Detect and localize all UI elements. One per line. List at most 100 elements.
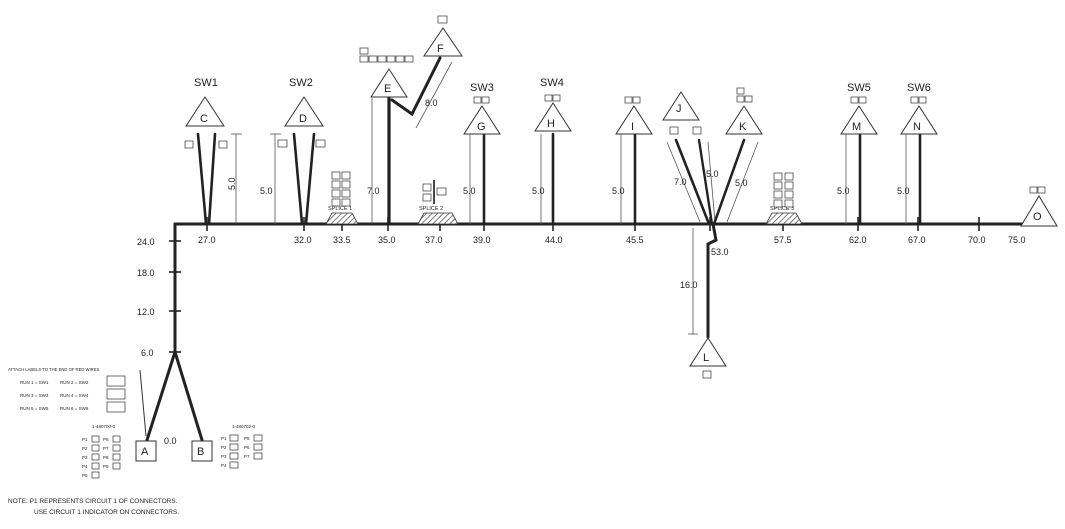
svg-text:P7: P7 (244, 454, 250, 459)
splice-3-pin-table (773, 172, 794, 208)
pin-box (624, 96, 633, 104)
svg-text:P7: P7 (103, 446, 109, 451)
switch-label-sw3: SW3 (470, 82, 494, 94)
branch-length-m: 5.0 (837, 186, 850, 196)
svg-text:RUN 3 = SW3: RUN 3 = SW3 (20, 393, 49, 398)
switch-label-sw5: SW5 (847, 82, 871, 94)
pin-box (473, 96, 482, 104)
branch-d-wire-1 (292, 132, 304, 226)
vpos-label: 24.0 (137, 237, 155, 247)
svg-text:RUN 4 = SW4: RUN 4 = SW4 (60, 393, 89, 398)
pin-box (315, 139, 326, 148)
splice-1-pin-table (331, 171, 351, 207)
splice-3 (765, 212, 803, 225)
connector-b-box (191, 440, 213, 462)
connector-e-pin-table (359, 47, 414, 63)
connector-h-triangle (534, 102, 572, 132)
pin-box (736, 87, 745, 95)
trunk-pos-label: 75.0 (1008, 235, 1026, 245)
trunk-pos-label: 39.0 (473, 235, 491, 245)
pin-table-b: P1 P2 P3 P4 P5 P6 P7 (221, 434, 263, 469)
svg-text:RUN 2 = SW2: RUN 2 = SW2 (60, 380, 89, 385)
switch-label-sw2: SW2 (289, 77, 313, 89)
pin-table-a: P1 P2 P3 P4 P5 P6 P7 P8 P9 (82, 435, 121, 479)
trunk-pos-label: 27.0 (198, 235, 216, 245)
dim-j (666, 141, 701, 223)
part-number-a: 1-480700-0 (92, 424, 116, 429)
pin-box (544, 94, 553, 102)
switch-label-sw1: SW1 (194, 77, 218, 89)
svg-text:P8: P8 (103, 455, 109, 460)
trunk-pos-label: 32.0 (294, 235, 312, 245)
splice-2-label: SPLICE 2 (419, 206, 443, 212)
branch-length-f: 8.0 (425, 98, 438, 108)
splice-2 (417, 212, 459, 225)
connector-a-box (135, 440, 157, 462)
connector-m-label: M (852, 121, 861, 133)
part-number-b: 1-480702-0 (232, 424, 256, 429)
branch-l-wire (706, 222, 718, 339)
dim-k (726, 141, 759, 223)
branch-f-wire (390, 56, 442, 117)
switch-label-sw6: SW6 (907, 82, 931, 94)
splice-3-label: SPLICE 3 (770, 206, 794, 212)
pin-box (702, 370, 712, 379)
connector-a-label: A (141, 446, 149, 458)
pin-box (437, 15, 448, 24)
branch-length-d: 5.0 (260, 186, 273, 196)
run-label-list: RUN 1 = SW1 RUN 2 = SW2 RUN 3 = SW3 RUN … (20, 375, 126, 413)
trunk-pos-label: 57.5 (774, 235, 792, 245)
trunk-pos-label: 62.0 (849, 235, 867, 245)
run-label-title: ATTACH LABELS TO THE END OF RED WIRES (8, 367, 99, 372)
vpos-label: 6.0 (141, 348, 154, 358)
svg-text:P2: P2 (221, 445, 227, 450)
switch-label-sw4: SW4 (540, 77, 564, 89)
connector-i-triangle (615, 105, 653, 135)
branch-length-e: 7.0 (367, 186, 380, 196)
pin-box (910, 96, 919, 104)
svg-text:P1: P1 (221, 436, 227, 441)
connector-j-triangle (662, 91, 700, 121)
connector-m-triangle (840, 105, 878, 135)
trunk-pos-label: 53.0 (711, 247, 729, 257)
connector-f-triangle (423, 27, 463, 57)
note-line-2: USE CIRCUIT 1 INDICATOR ON CONNECTORS. (34, 509, 179, 516)
branch-length-j: 7.0 (674, 177, 687, 187)
connector-d-label: D (299, 113, 307, 125)
svg-text:P3: P3 (221, 454, 227, 459)
connector-f-label: F (437, 43, 444, 55)
svg-text:RUN 6 = SW6: RUN 6 = SW6 (60, 406, 89, 411)
dim-f (415, 61, 453, 129)
trunk-pos-label: 35.0 (378, 235, 396, 245)
pin-box (692, 126, 702, 135)
svg-text:P2: P2 (82, 446, 88, 451)
connector-n-triangle (900, 105, 938, 135)
branch-k-wire (712, 138, 746, 226)
svg-text:RUN 1 = SW1: RUN 1 = SW1 (20, 380, 49, 385)
connector-k-label: K (739, 121, 747, 133)
connector-b-label: B (197, 446, 204, 458)
svg-text:P9: P9 (103, 464, 109, 469)
branch-d-wire-2 (304, 132, 316, 226)
branch-length-l: 16.0 (680, 280, 698, 290)
pin-box (277, 139, 288, 148)
branch-to-a-dim (139, 369, 147, 437)
dim-j2 (707, 141, 716, 223)
svg-text:P4: P4 (221, 463, 227, 468)
connector-n-label: N (913, 121, 921, 133)
connector-j-label: J (676, 103, 682, 115)
branch-j-wire (674, 138, 711, 226)
svg-text:P6: P6 (103, 437, 109, 442)
svg-text:P1: P1 (82, 437, 88, 442)
note-line-1: NOTE: P1 REPRESENTS CIRCUIT 1 OF CONNECT… (8, 498, 178, 505)
connector-d-triangle (284, 96, 324, 127)
pin-box (669, 126, 679, 135)
branch-length-g: 5.0 (463, 186, 476, 196)
splice-1-label: SPLICE 1 (328, 206, 352, 212)
trunk-pos-label: 44.0 (545, 235, 563, 245)
branch-to-a (145, 350, 177, 442)
connector-g-label: G (477, 121, 486, 133)
connector-e-label: E (384, 83, 391, 95)
connector-i-label: I (631, 121, 634, 133)
